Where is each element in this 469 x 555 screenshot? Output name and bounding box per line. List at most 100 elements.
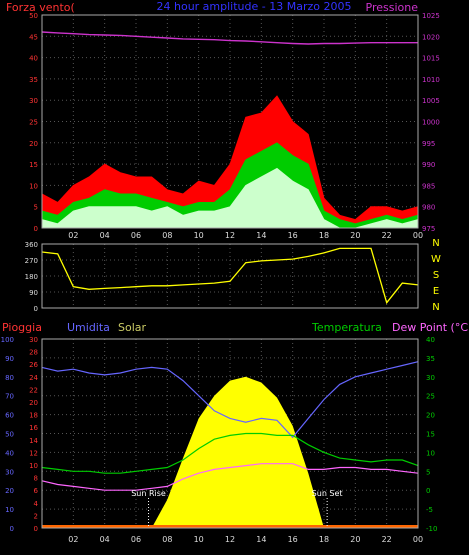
y-tick-label-pressure: 980 [422,204,435,212]
humidity-line [41,361,419,439]
y-tick-label-humidity: 10 [5,506,14,514]
x-tick-label: 06 [131,535,141,544]
y-tick-label-direction: 90 [29,289,38,297]
x-tick-label: 18 [319,231,329,240]
x-tick-label: 12 [225,535,235,544]
y-tick-label-temperature: 40 [426,336,435,344]
y-tick-label-pressure: 995 [422,140,435,148]
wind-axis-label: Forza vento( [6,1,75,14]
x-tick-label: 20 [350,231,360,240]
compass-label: W [431,254,441,265]
y-tick-label-pressure: 1025 [422,12,440,20]
plot-frame [41,338,419,529]
y-tick-label-humidity: 100 [1,336,14,344]
y-tick-label-humidity: 80 [5,374,14,382]
y-tick-label-pressure: 1010 [422,76,440,84]
y-tick-label-direction: 360 [25,241,38,249]
wind-minimum-area [41,167,419,229]
humidity-label: Umidita [67,321,110,334]
rain-bar [42,525,418,528]
y-tick-label-temperature: 25 [426,393,435,401]
y-tick-label-wind: 20 [29,140,38,148]
y-tick-label-wind: 35 [29,76,38,84]
y-tick-label-rain: 28 [29,349,38,357]
y-tick-label-pressure: 1005 [422,97,440,105]
y-tick-label-rain: 12 [29,449,38,457]
temperature-line [41,432,419,474]
y-tick-label-rain: 30 [29,336,38,344]
chart-title: 24 hour amplitude - 13 Marzo 2005 [157,0,352,13]
y-tick-label-wind: 10 [29,182,38,190]
x-tick-label: 06 [131,231,141,240]
wind-pressure-panel: 0510152025303540455097598098599099510001… [29,12,440,240]
x-tick-label: 10 [194,231,204,240]
x-tick-label: 08 [162,535,172,544]
y-tick-label-temperature: -5 [426,506,433,514]
y-tick-label-rain: 2 [34,512,38,520]
x-tick-label: 16 [288,535,298,544]
dew-point-label: Dew Point (°C) [392,321,469,334]
x-tick-label: 14 [256,535,266,544]
y-tick-label-wind: 40 [29,55,38,63]
x-tick-label: 20 [350,535,360,544]
y-tick-label-temperature: 20 [426,412,435,420]
y-tick-label-wind: 30 [29,97,38,105]
y-tick-label-wind: 50 [29,12,38,20]
x-tick-label: 04 [100,231,110,240]
y-tick-label-temperature: 10 [426,449,435,457]
solar-label: Solar [118,321,147,334]
compass-label: E [433,286,439,297]
compass-label: N [432,302,439,313]
y-tick-label-humidity: 0 [10,525,14,533]
x-tick-label: 16 [288,231,298,240]
humidity-temperature-panel: Sun Rise Sun Set0102030405060708090100024… [1,336,438,544]
compass-label: S [433,270,439,281]
temperature-label: Temperatura [311,321,382,334]
y-tick-label-humidity: 50 [5,431,14,439]
x-tick-label: 02 [68,535,78,544]
y-tick-label-rain: 14 [29,437,38,445]
pressure-line [41,31,418,45]
y-tick-label-wind: 0 [34,225,38,233]
dew-point-line [41,463,419,491]
y-tick-label-wind: 25 [29,119,38,127]
y-tick-label-pressure: 1000 [422,119,440,127]
x-tick-label: 14 [256,231,266,240]
y-tick-label-humidity: 60 [5,412,14,420]
pressure-axis-label: Pressione [366,1,419,14]
y-tick-label-rain: 22 [29,386,38,394]
compass-label: N [432,238,439,249]
y-tick-label-rain: 4 [34,500,39,508]
y-tick-label-wind: 45 [29,33,38,41]
y-tick-label-pressure: 975 [422,225,435,233]
y-tick-label-humidity: 30 [5,468,14,476]
y-tick-label-rain: 18 [29,412,38,420]
plot-frame [41,14,419,229]
wind-direction-line [41,247,419,305]
y-tick-label-pressure: 1015 [422,55,440,63]
y-tick-label-temperature: -10 [426,525,437,533]
y-tick-label-temperature: 15 [426,431,435,439]
y-tick-label-direction: 270 [25,257,38,265]
y-tick-label-wind: 5 [34,204,38,212]
y-tick-label-humidity: 20 [5,487,14,495]
y-tick-label-pressure: 985 [422,182,435,190]
y-tick-label-pressure: 1020 [422,33,440,41]
y-tick-label-rain: 0 [34,525,38,533]
y-tick-label-rain: 16 [29,424,38,432]
y-tick-label-rain: 24 [29,374,38,382]
y-tick-label-rain: 6 [34,487,39,495]
rain-label: Pioggia [2,321,42,334]
x-tick-label: 18 [319,535,329,544]
x-tick-label: 00 [413,535,423,544]
x-tick-label: 08 [162,231,172,240]
sunrise-label: Sun Rise [131,489,166,498]
x-tick-label: 22 [382,535,392,544]
y-tick-label-direction: 180 [25,273,38,281]
solar-area [42,376,418,528]
y-tick-label-humidity: 90 [5,355,14,363]
x-tick-label: 22 [382,231,392,240]
y-tick-label-humidity: 70 [5,393,14,401]
